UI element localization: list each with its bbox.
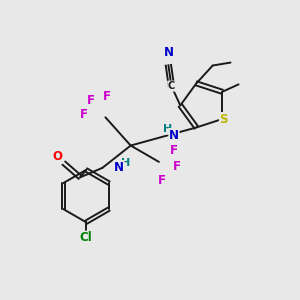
Text: F: F bbox=[80, 108, 88, 121]
Text: O: O bbox=[52, 150, 62, 163]
Text: H: H bbox=[163, 124, 172, 134]
Text: F: F bbox=[170, 143, 178, 157]
Text: N: N bbox=[164, 46, 173, 59]
Text: C: C bbox=[168, 81, 175, 91]
Text: Cl: Cl bbox=[80, 231, 92, 244]
Text: S: S bbox=[220, 112, 228, 125]
Text: F: F bbox=[158, 174, 166, 187]
Text: F: F bbox=[173, 160, 181, 173]
Text: F: F bbox=[87, 94, 94, 107]
Text: H: H bbox=[121, 158, 130, 168]
Text: N: N bbox=[169, 128, 179, 142]
Text: F: F bbox=[103, 90, 111, 103]
Text: N: N bbox=[114, 160, 124, 174]
